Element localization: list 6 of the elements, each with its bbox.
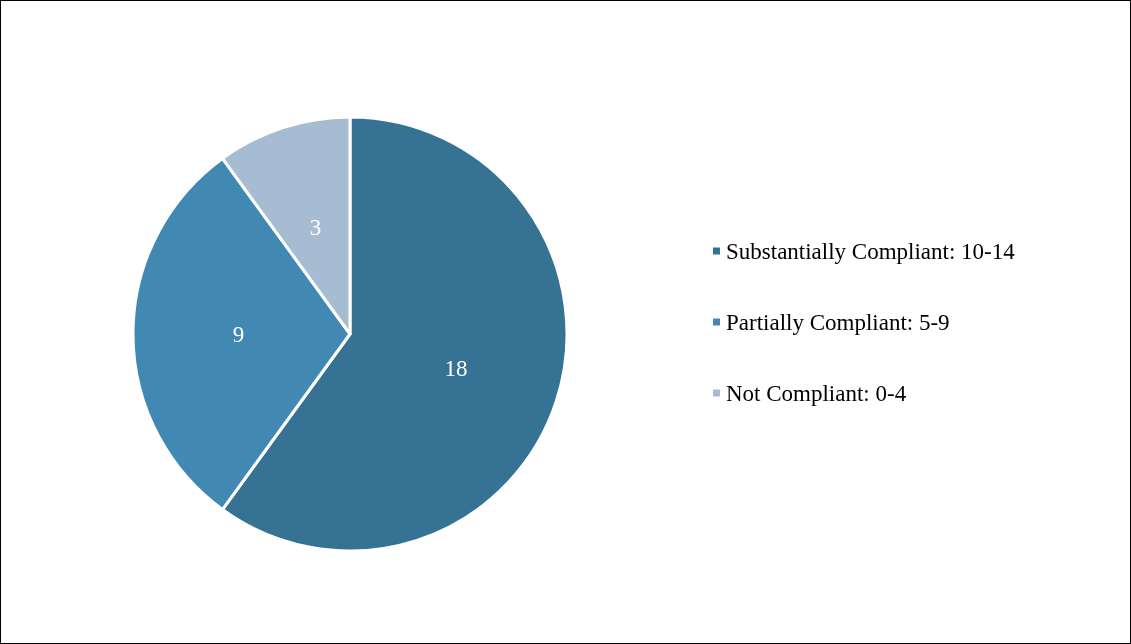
legend-label: Not Compliant: 0-4 — [726, 380, 907, 406]
legend-label: Partially Compliant: 5-9 — [726, 309, 950, 335]
data-label: 9 — [232, 321, 245, 347]
legend-label: Substantially Compliant: 10-14 — [726, 238, 1016, 264]
data-label: 18 — [444, 355, 468, 381]
data-label: 3 — [309, 215, 322, 241]
